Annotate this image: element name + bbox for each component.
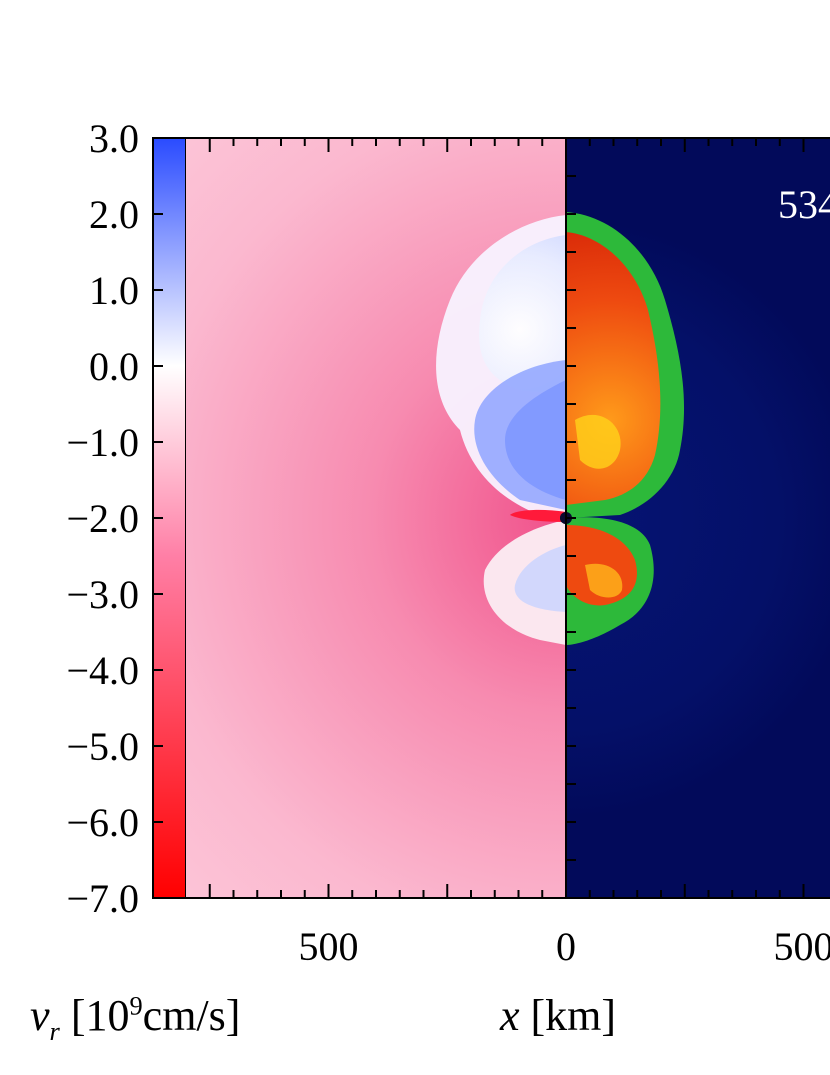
colorbar-tick-label: −3.0 (66, 572, 139, 617)
colorbar-tick-labels: 3.0 2.0 1.0 0.0 −1.0 −2.0 −3.0 −4.0 −5.0 −6.0 −7.0 (66, 116, 139, 921)
x-axis-tick-labels: 500 0 500 (299, 924, 830, 969)
left-panel-velocity (186, 138, 572, 898)
colorbar-tick-label: 2.0 (89, 192, 139, 237)
colorbar-tick-label: −1.0 (66, 420, 139, 465)
x-axis-label: x [km] (500, 991, 617, 1040)
x-axis-ticks (208, 138, 805, 898)
center-axis-ticks (566, 175, 576, 861)
time-label: 534 (778, 182, 830, 227)
x-axis-tick-label: 500 (774, 924, 830, 969)
colorbar-ticks (153, 137, 163, 899)
colorbar-tick-label: −2.0 (66, 496, 139, 541)
colorbar-tick-label: −7.0 (66, 876, 139, 921)
colorbar-tick-label: −5.0 (66, 724, 139, 769)
right-panel (560, 138, 830, 898)
x-axis-tick-label: 500 (299, 924, 359, 969)
upper-lobe-inner (479, 235, 566, 395)
inflow-red-region (510, 509, 566, 522)
colorbar-tick-label: −4.0 (66, 648, 139, 693)
colorbar-label: vr [109cm/s] (30, 990, 241, 1046)
x-axis-tick-label: 0 (556, 924, 576, 969)
colorbar-tick-label: 3.0 (89, 116, 139, 161)
colorbar-tick-label: 0.0 (89, 344, 139, 389)
colorbar-tick-label: 1.0 (89, 268, 139, 313)
colorbar-tick-label: −6.0 (66, 800, 139, 845)
